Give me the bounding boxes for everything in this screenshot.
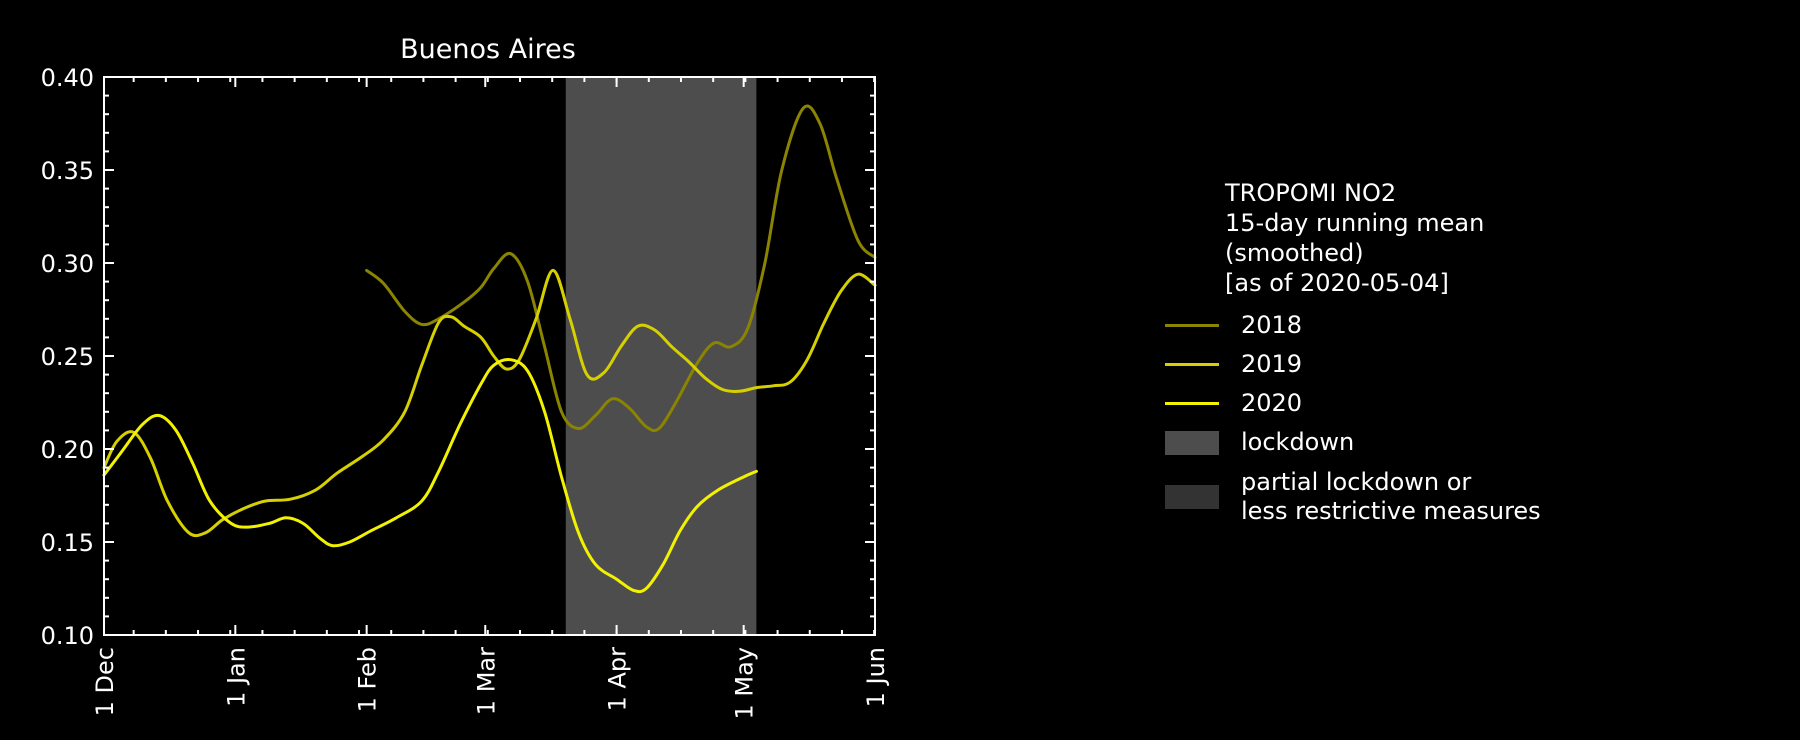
y-tick-label: 0.35 (41, 157, 94, 185)
legend-swatch-2019 (1165, 363, 1219, 366)
x-tick-label: 1 May (731, 647, 759, 720)
legend-label-line: partial lockdown or (1241, 468, 1472, 496)
plot-frame (103, 76, 876, 636)
y-tick-label: 0.10 (41, 622, 94, 650)
shaded-regions (565, 77, 757, 635)
legend: TROPOMI NO2 15-day running mean (smoothe… (1165, 178, 1685, 532)
legend-title-line: TROPOMI NO2 (1225, 179, 1397, 207)
series-line-2018 (365, 104, 877, 433)
legend-label-line: less restrictive measures (1241, 497, 1541, 525)
x-tick-label: 1 Mar (472, 647, 500, 715)
legend-swatch-partial-lockdown (1165, 485, 1219, 509)
legend-item-2019: 2019 (1165, 345, 1685, 384)
y-tick-label: 0.20 (41, 436, 94, 464)
legend-title-line: [as of 2020-05-04] (1225, 269, 1449, 297)
legend-label: lockdown (1241, 428, 1355, 456)
legend-swatch-2018 (1165, 324, 1219, 327)
axis-ticks: 0.10 0.15 0.20 0.25 0.30 0.35 0.40 1 Dec 1 Jan 1 … (41, 64, 890, 720)
legend-title-line: 15-day running mean (1225, 209, 1485, 237)
legend-label: 2020 (1241, 389, 1303, 417)
x-tick-label: 1 Feb (354, 647, 382, 712)
legend-swatch-2020 (1165, 402, 1219, 405)
legend-label: 2018 (1241, 311, 1303, 339)
lockdown-region (565, 77, 757, 635)
y-tick-label: 0.25 (41, 343, 94, 371)
y-tick-label: 0.15 (41, 529, 94, 557)
x-tick-label: 1 Jun (862, 647, 890, 707)
series-line-2019 (102, 268, 877, 538)
x-tick-label: 1 Jan (222, 647, 250, 707)
legend-swatch-lockdown (1165, 430, 1219, 455)
legend-item-lockdown: lockdown (1165, 423, 1685, 462)
chart-title: Buenos Aires (400, 34, 576, 65)
y-tick-label: 0.30 (41, 250, 94, 278)
x-tick-label: 1 Apr (604, 647, 632, 712)
legend-label: partial lockdown or less restrictive mea… (1241, 468, 1541, 526)
series-line-2020 (102, 358, 758, 594)
legend-label: 2019 (1241, 350, 1303, 378)
legend-title-line: (smoothed) (1225, 239, 1364, 267)
legend-title: TROPOMI NO2 15-day running mean (smoothe… (1225, 178, 1685, 298)
legend-item-2018: 2018 (1165, 306, 1685, 345)
series-lines (102, 104, 877, 594)
x-tick-label: 1 Dec (91, 647, 119, 716)
legend-item-2020: 2020 (1165, 384, 1685, 423)
y-tick-label: 0.40 (41, 64, 94, 92)
no2-line-chart: Buenos Aires 0.10 0.15 0.20 0.25 0.30 0.35 0.4… (41, 34, 890, 720)
legend-item-partial-lockdown: partial lockdown or less restrictive mea… (1165, 462, 1685, 532)
